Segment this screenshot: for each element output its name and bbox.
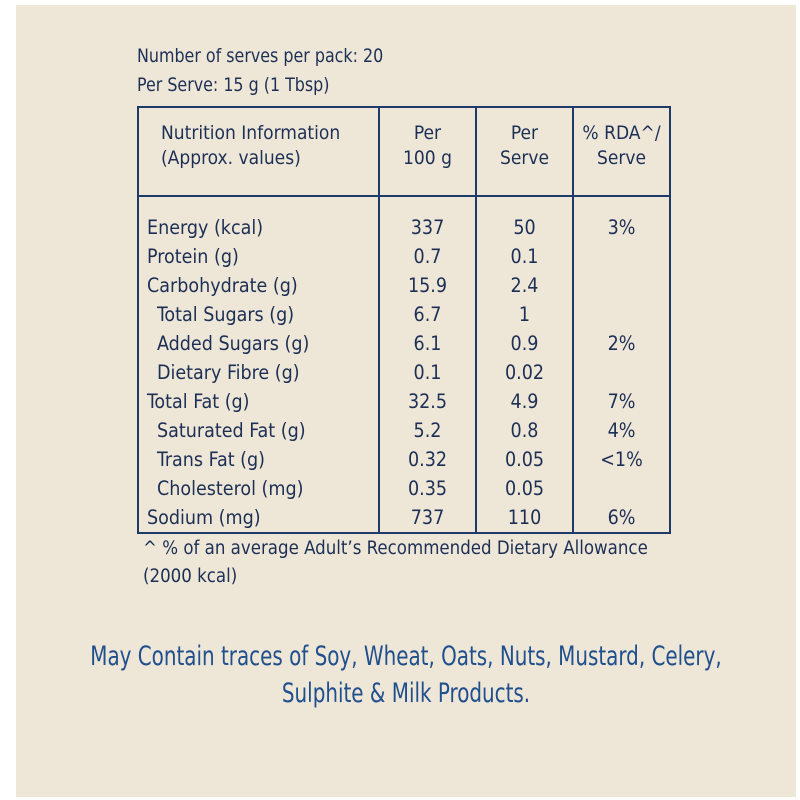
header-line: Nutrition Information (161, 122, 341, 144)
nutrition-body: Energy (kcal) Protein (g) Carbohydrate (… (138, 196, 670, 533)
nutrient-label: Energy (kcal) (147, 216, 264, 239)
header-line: Per (413, 122, 442, 144)
value-rda: 2% (607, 332, 636, 355)
footnote-line: ^ % of an average Adult’s Recommended Di… (143, 538, 648, 559)
nutrition-header-row: Nutrition Information (Approx. values) P… (138, 107, 670, 197)
nutrition-table: Nutrition Information (Approx. values) P… (137, 106, 671, 534)
nutrient-label: Added Sugars (g) (157, 332, 310, 355)
header-line: (Approx. values) (161, 147, 301, 169)
column-per-100g: 337 0.7 15.9 6.7 6.1 0.1 32.5 5.2 0.32 0… (378, 196, 476, 533)
header-nutrition-information: Nutrition Information (Approx. values) (138, 107, 379, 197)
nutrient-label: Saturated Fat (g) (157, 419, 306, 442)
nutrient-label: Total Sugars (g) (157, 303, 295, 326)
value-per-serve: 50 (513, 216, 536, 239)
rda-footnote: ^ % of an average Adult’s Recommended Di… (143, 535, 648, 591)
value-per-serve: 110 (507, 506, 542, 529)
value-rda: 7% (607, 390, 636, 413)
header-rda-per-serve: % RDA^/ Serve (572, 107, 670, 197)
value-per-100g: 6.1 (413, 332, 442, 355)
value-per-serve: 0.05 (504, 448, 545, 471)
footnote-line: (2000 kcal) (143, 566, 238, 587)
value-rda (574, 358, 669, 387)
column-per-serve: 50 0.1 2.4 1 0.9 0.02 4.9 0.8 0.05 0.05 … (475, 196, 573, 533)
allergen-line: May Contain traces of Soy, Wheat, Oats, … (90, 641, 722, 672)
value-rda (574, 474, 669, 503)
header-line: % RDA^/ (582, 122, 661, 144)
nutrient-label: Dietary Fibre (g) (157, 361, 300, 384)
value-per-100g: 5.2 (413, 419, 442, 442)
value-per-100g: 0.1 (413, 361, 442, 384)
value-rda: 6% (607, 506, 636, 529)
value-rda (574, 271, 669, 300)
column-nutrient-labels: Energy (kcal) Protein (g) Carbohydrate (… (138, 196, 379, 533)
value-rda: <1% (600, 448, 643, 471)
serving-info: Number of serves per pack: 20 Per Serve:… (137, 42, 383, 100)
nutrient-label: Sodium (mg) (147, 506, 261, 529)
value-per-serve: 1 (518, 303, 531, 326)
value-per-100g: 0.32 (407, 448, 448, 471)
value-per-100g: 0.35 (407, 477, 448, 500)
serve-size: Per Serve: 15 g (1 Tbsp) (137, 74, 330, 96)
value-per-100g: 337 (410, 216, 445, 239)
value-per-100g: 32.5 (407, 390, 448, 413)
value-per-100g: 0.7 (413, 245, 442, 268)
value-per-serve: 0.8 (510, 419, 539, 442)
value-rda (574, 300, 669, 329)
nutrient-label: Protein (g) (147, 245, 239, 268)
value-per-serve: 4.9 (510, 390, 539, 413)
nutrient-label: Trans Fat (g) (157, 448, 265, 471)
header-line: 100 g (403, 147, 452, 169)
nutrient-label: Cholesterol (mg) (157, 477, 304, 500)
value-per-serve: 0.02 (504, 361, 545, 384)
header-line: Serve (596, 147, 647, 169)
allergen-line: Sulphite & Milk Products. (281, 678, 531, 709)
serves-per-pack: Number of serves per pack: 20 (137, 45, 384, 67)
value-per-serve: 0.1 (510, 245, 539, 268)
value-per-100g: 15.9 (407, 274, 448, 297)
column-rda: 3% 2% 7% 4% <1% 6% (572, 196, 670, 533)
nutrient-label: Carbohydrate (g) (147, 274, 298, 297)
value-rda: 3% (607, 216, 636, 239)
value-per-100g: 6.7 (413, 303, 442, 326)
value-rda (574, 242, 669, 271)
allergen-statement: May Contain traces of Soy, Wheat, Oats, … (86, 638, 726, 712)
nutrient-label: Total Fat (g) (147, 390, 250, 413)
header-line: Per (510, 122, 539, 144)
header-line: Serve (499, 147, 550, 169)
value-per-serve: 0.05 (504, 477, 545, 500)
value-rda: 4% (607, 419, 636, 442)
value-per-100g: 737 (410, 506, 445, 529)
value-per-serve: 0.9 (510, 332, 539, 355)
value-per-serve: 2.4 (510, 274, 539, 297)
header-per-100g: Per 100 g (378, 107, 476, 197)
header-per-serve: Per Serve (475, 107, 573, 197)
